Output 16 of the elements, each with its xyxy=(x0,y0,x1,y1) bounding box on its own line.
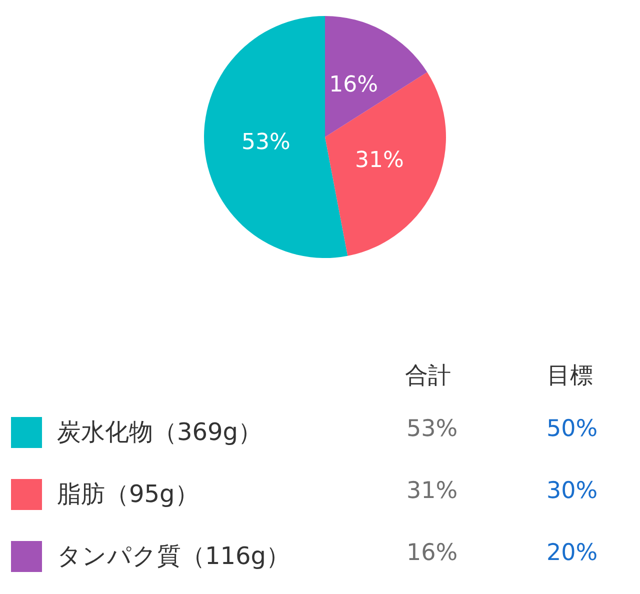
data-label: 31% xyxy=(354,148,404,174)
pie-slice xyxy=(325,72,446,256)
text: 31% xyxy=(406,478,458,504)
text: 合計 xyxy=(404,362,452,391)
text: 20% xyxy=(545,540,599,566)
text: 30% xyxy=(545,478,599,504)
data-label: 16% xyxy=(329,72,378,98)
text: 16% xyxy=(406,540,458,566)
text: 50% xyxy=(545,416,599,442)
data-label: 53% xyxy=(242,130,290,156)
text: 53% xyxy=(406,416,458,442)
text: 目標 xyxy=(546,362,594,391)
legend-label: 脂肪（95g） xyxy=(57,479,199,510)
pie-slice xyxy=(325,16,428,137)
legend-label: 炭水化物（369g） xyxy=(57,417,262,448)
legend-label: タンパク質（116g） xyxy=(57,541,290,572)
